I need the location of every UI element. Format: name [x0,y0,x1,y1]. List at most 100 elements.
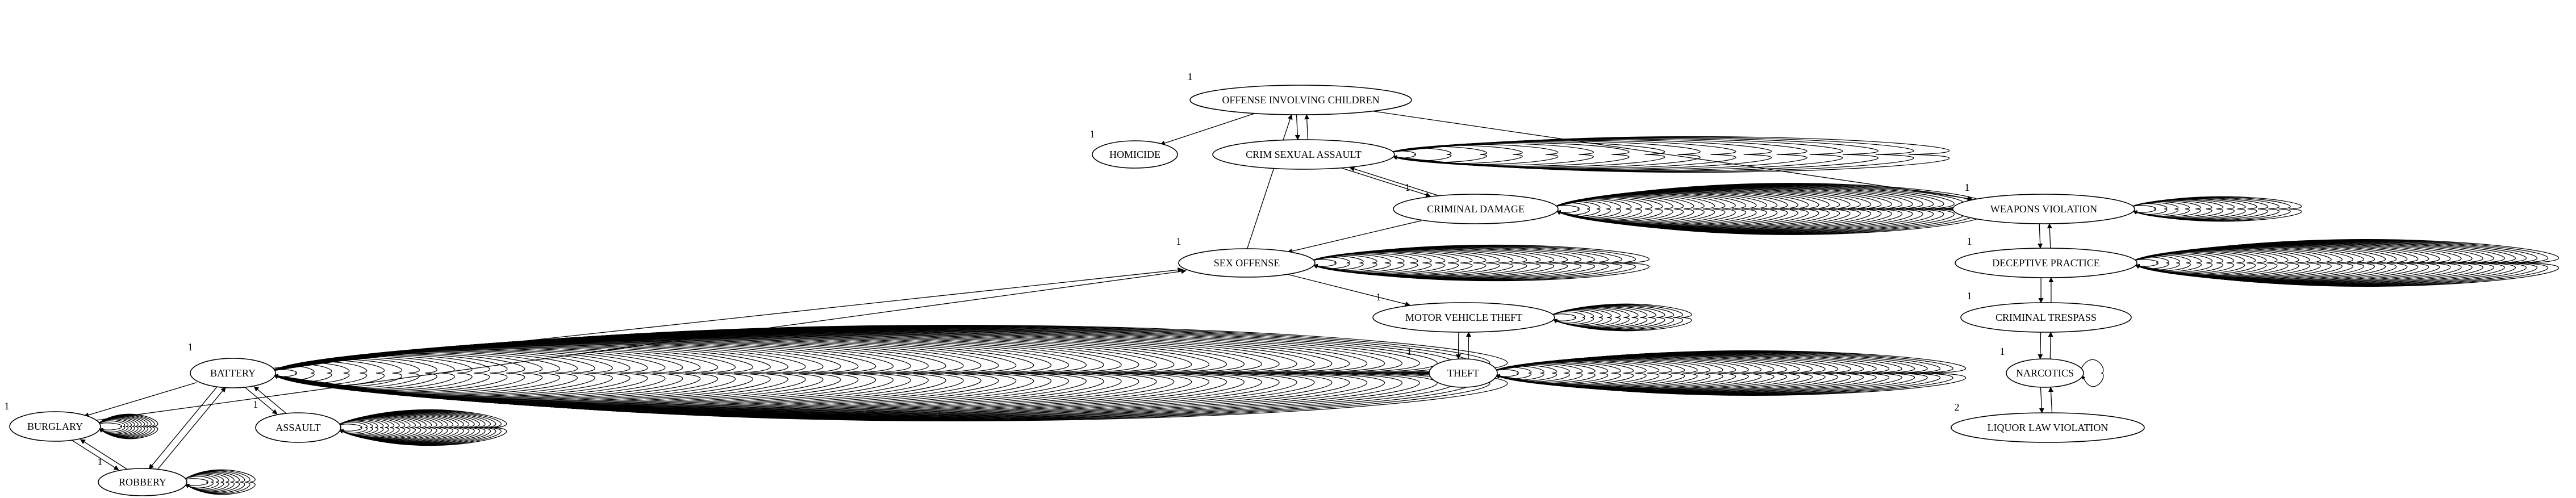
node-sex-offense[interactable]: SEX OFFENSE 1 [1176,236,1316,278]
self-loop-edge [2131,201,2190,217]
theft-self-loops [1493,350,1967,396]
self-loop-edge [272,344,771,403]
node-homicide[interactable]: HOMICIDE 1 [1090,128,1178,169]
node-offense-involving-children[interactable]: OFFENSE INVOLVING CHILDREN 1 [1188,71,1412,115]
node-count-label: 2 [1955,401,1960,413]
self-loop-edge [1311,245,1623,281]
self-loop-edge [1311,244,1650,282]
self-loop-edge [1311,245,1609,281]
self-loop-edge [272,348,648,398]
self-loop-edge [2133,249,2278,277]
node-deceptive-practice[interactable]: DECEPTIVE PRACTICE 1 [1955,236,2137,278]
edge-burglary-to-sex-offense [93,269,1187,421]
self-loop-edge [337,421,368,434]
self-loop-edge [1493,350,1967,396]
self-loop-edge [1493,362,1609,384]
self-loop-edge [1554,190,1778,228]
self-loop-edge [337,416,416,440]
edge-liquor-law-violation-to-narcotics [2048,387,2054,413]
self-loop-edge [272,336,1052,411]
self-loop-edge [1554,196,1673,222]
self-loop-edge [272,325,1491,421]
node-criminal-trespass[interactable]: CRIMINAL TRESPASS 1 [1960,290,2132,333]
self-loop-edge [272,328,1350,418]
self-loop-edge [272,337,982,409]
self-loop-edge [337,418,395,437]
edge-burglary-to-robbery [70,439,119,471]
self-loop-edge [1554,195,1694,223]
self-loop-edge [337,419,384,436]
self-loop-edge [1554,195,1684,223]
self-loop-edge [272,332,1209,415]
self-loop-edge [1551,313,1576,323]
self-loop-edge [272,335,1069,411]
edge-sex-offense-to-offense-involving-children [1247,114,1293,249]
self-loop-edge [2133,247,2332,279]
self-loop-edge [1554,192,1747,226]
node-robbery[interactable]: ROBBERY 1 [98,456,187,496]
self-loop-edge [1391,141,1665,168]
node-theft[interactable]: THEFT 1 [1407,346,1498,388]
self-loop-edge [2133,245,2375,281]
edge-battery-to-robbery [148,387,217,470]
self-loop-edge [1311,251,1446,275]
self-loop-edge [1551,305,1665,330]
node-count-label: 1 [2000,346,2005,357]
node-ellipse [9,411,101,442]
self-loop-edge [272,346,701,400]
self-loop-edge [2133,251,2245,275]
assault-self-loops [337,409,507,446]
self-loop-edge [1311,259,1337,269]
self-loop-edge [2133,244,2419,282]
self-loop-edge [272,332,1192,414]
edge-assault-to-battery [253,386,287,415]
node-label: CRIM SEXUAL ASSAULT [1246,149,1362,160]
node-label: WEAPONS VIOLATION [1990,203,2097,215]
self-loop-edge [272,334,1122,412]
node-ellipse [1960,302,2132,333]
self-loop-edge [1551,304,1683,331]
self-loop-edge [2133,259,2159,269]
self-loop-edge [1551,307,1630,328]
edge-crim-sexual-assault-to-criminal-damage [1340,167,1431,198]
self-loop-edge [272,327,1402,419]
node-narcotics[interactable]: NARCOTICS 1 [2000,346,2084,388]
node-ellipse [1092,140,1178,169]
self-loop-edge [2133,246,2343,279]
sex-offense-self-loops [1311,244,1650,282]
self-loop-edge [272,330,1262,416]
node-liquor-law-violation[interactable]: LIQUOR LAW VIOLATION 2 [1951,401,2145,443]
self-loop-edge [272,341,859,405]
node-label: NARCOTICS [2016,367,2074,379]
node-ellipse [1393,194,1559,224]
self-loop-edge [1493,358,1711,388]
self-loop-edge [272,338,946,408]
self-loop-edge [183,471,240,493]
self-loop-edge [337,424,362,433]
node-label: THEFT [1447,367,1479,379]
self-loop-edge [97,419,132,434]
self-loop-edge [1493,360,1647,386]
deceptive-practice-self-loops [2133,239,2560,287]
node-crim-sexual-assault[interactable]: CRIM SEXUAL ASSAULT [1212,139,1395,170]
edge-offense-involving-children-to-crim-sexual-assault [1295,114,1300,140]
self-loop-edge [337,411,475,444]
node-assault[interactable]: ASSAULT 1 [253,399,341,443]
self-loop-layer [97,136,2560,495]
self-loop-edge [183,474,224,491]
node-weapons-violation[interactable]: WEAPONS VIOLATION 1 [1952,182,2135,224]
self-loop-edge [1551,306,1648,329]
self-loop-edge [272,353,508,393]
node-battery[interactable]: BATTERY 1 [188,341,276,388]
motor-vehicle-theft-self-loops [1551,303,1692,332]
self-loop-edge [272,351,561,395]
self-loop-edge [97,416,145,437]
self-loop-edge [1554,190,1788,228]
node-criminal-damage[interactable]: CRIMINAL DAMAGE 1 [1393,182,1559,224]
self-loop-edge [272,329,1315,417]
self-loop-edge [97,420,126,433]
node-motor-vehicle-theft[interactable]: MOTOR VEHICLE THEFT 1 [1372,291,1555,333]
self-loop-edge [2131,200,2201,217]
self-loop-edge [272,349,613,397]
node-burglary[interactable]: BURGLARY 1 [5,400,101,442]
